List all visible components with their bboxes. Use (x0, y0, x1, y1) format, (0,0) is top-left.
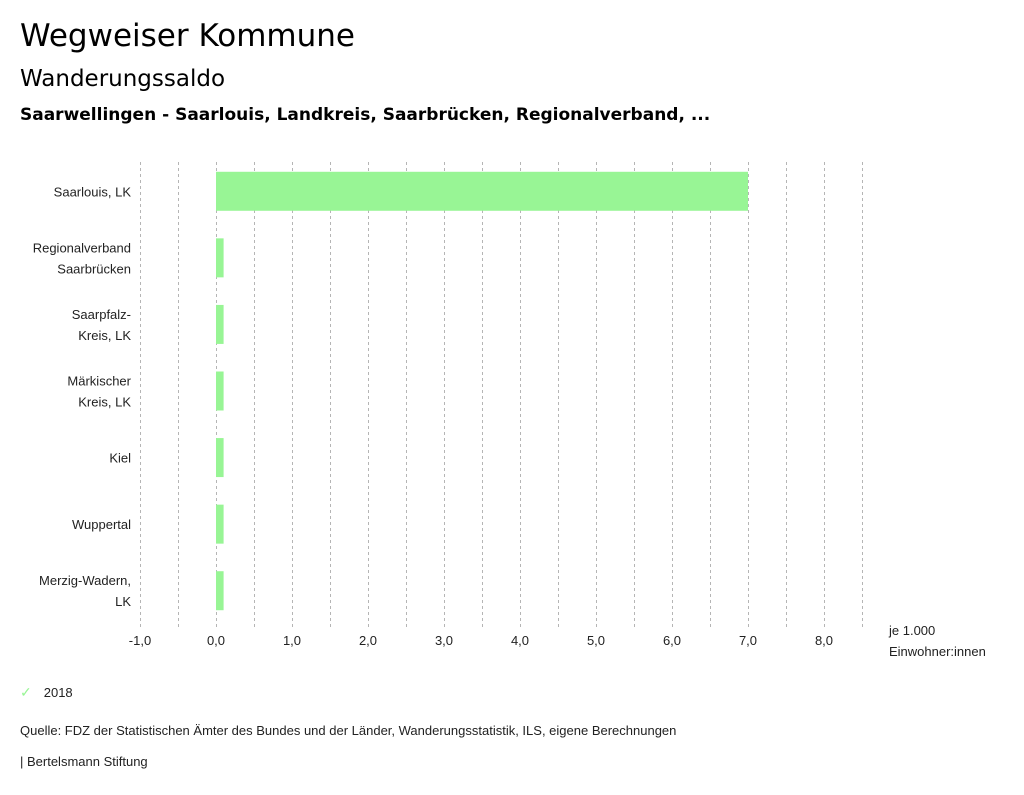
chart-description: Saarwellingen - Saarlouis, Landkreis, Sa… (20, 105, 711, 125)
x-axis-unit-line1: je 1.000 (888, 623, 935, 638)
category-label: Märkischer (67, 374, 131, 389)
x-axis-labels: -1,0 0,0 1,0 2,0 3,0 4,0 5,0 6,0 7,0 8,0 (129, 633, 833, 648)
x-tick-label: 3,0 (435, 633, 453, 648)
legend-label-2018: 2018 (43, 685, 73, 700)
category-label: Kreis, LK (78, 395, 131, 410)
category-label: Kiel (109, 451, 131, 466)
x-tick-label: -1,0 (129, 633, 151, 648)
x-axis-unit-line2: Einwohner:innen (889, 644, 986, 659)
grid-lines (140, 162, 863, 628)
bar[interactable] (216, 371, 224, 411)
x-tick-label: 5,0 (587, 633, 605, 648)
x-tick-label: 2,0 (359, 633, 377, 648)
bar-chart: Saarlouis, LK Regionalverband Saarbrücken S… (33, 162, 986, 659)
chart-subtitle: Wanderungssaldo (20, 66, 226, 92)
x-tick-label: 6,0 (663, 633, 681, 648)
check-icon: ✓ (20, 684, 32, 700)
category-label: Wuppertal (72, 517, 131, 532)
category-label: Kreis, LK (78, 328, 131, 343)
x-tick-label: 0,0 (207, 633, 225, 648)
legend[interactable]: ✓ 2018 (20, 684, 73, 701)
bar[interactable] (216, 571, 224, 611)
y-axis-labels: Saarlouis, LK Regionalverband Saarbrücken S… (33, 184, 132, 609)
category-label: Saarpfalz- (72, 307, 131, 322)
page-title: Wegweiser Kommune (20, 18, 355, 54)
category-label: Regionalverband (33, 240, 131, 255)
bar[interactable] (216, 504, 224, 544)
brand-note: | Bertelsmann Stiftung (20, 754, 148, 769)
bar[interactable] (216, 304, 224, 344)
bars (216, 171, 748, 611)
x-tick-label: 7,0 (739, 633, 757, 648)
x-tick-label: 1,0 (283, 633, 301, 648)
category-label: Saarbrücken (57, 261, 131, 276)
bar[interactable] (216, 171, 748, 211)
bar[interactable] (216, 438, 224, 478)
x-tick-label: 4,0 (511, 633, 529, 648)
category-label: Saarlouis, LK (54, 184, 132, 199)
bar[interactable] (216, 238, 224, 278)
x-tick-label: 8,0 (815, 633, 833, 648)
source-note: Quelle: FDZ der Statistischen Ämter des … (20, 723, 677, 738)
category-label: Merzig-Wadern, (39, 573, 131, 588)
category-label: LK (115, 594, 131, 609)
